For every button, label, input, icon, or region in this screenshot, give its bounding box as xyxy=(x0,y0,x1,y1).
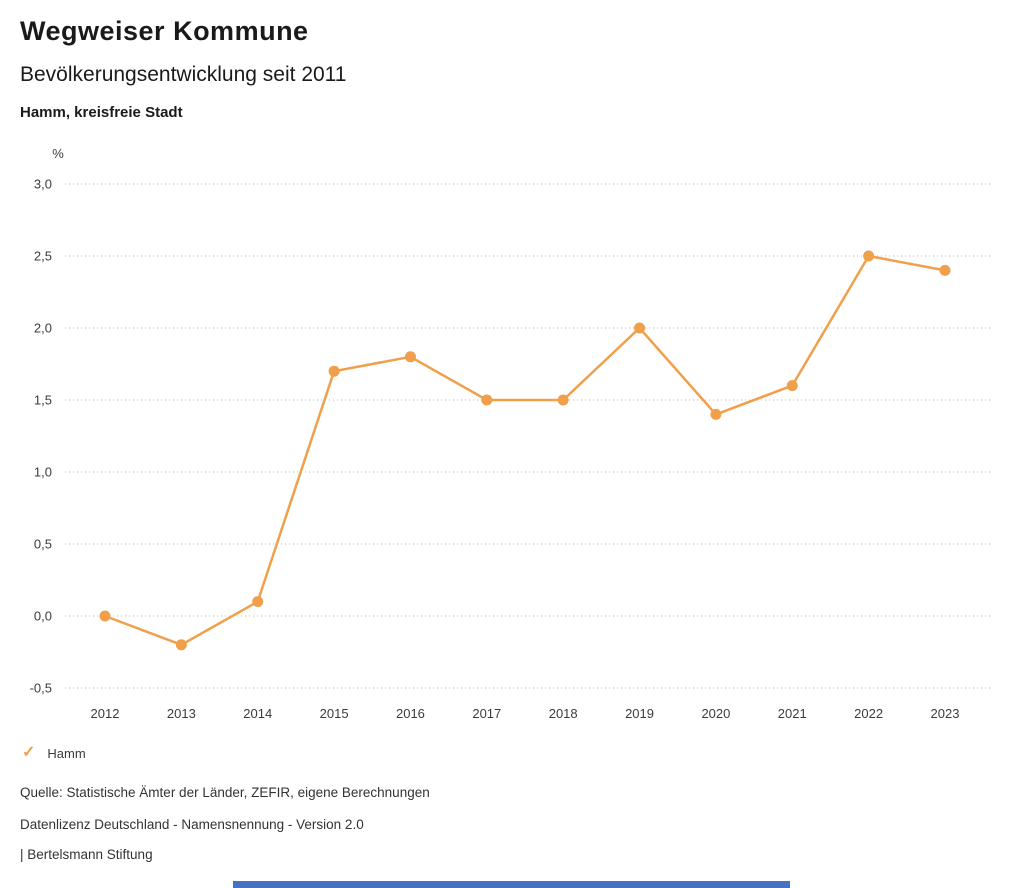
bottom-accent-bar xyxy=(233,881,790,888)
data-point[interactable] xyxy=(634,322,646,334)
data-point[interactable] xyxy=(99,610,111,622)
y-tick-label: 1,0 xyxy=(34,465,52,480)
attribution-text: | Bertelsmann Stiftung xyxy=(20,847,153,862)
legend-label: Hamm xyxy=(47,745,86,761)
legend-item-hamm[interactable]: ✓ Hamm xyxy=(22,745,86,761)
y-tick-label: 0,5 xyxy=(34,537,52,552)
x-tick-label: 2018 xyxy=(549,706,578,721)
data-point[interactable] xyxy=(481,394,493,406)
x-tick-label: 2021 xyxy=(778,706,807,721)
y-tick-label: 2,5 xyxy=(34,249,52,264)
data-point[interactable] xyxy=(557,394,569,406)
data-point[interactable] xyxy=(710,408,722,420)
x-tick-label: 2012 xyxy=(91,706,120,721)
x-tick-label: 2020 xyxy=(701,706,730,721)
x-tick-label: 2017 xyxy=(472,706,501,721)
license-text: Datenlizenz Deutschland - Namensnennung … xyxy=(20,817,364,832)
y-axis-unit-label: % xyxy=(52,146,64,161)
chart-title: Bevölkerungsentwicklung seit 2011 xyxy=(20,63,347,86)
chart-area: % 3,0 2,5 2,0 1,5 1,0 0,5 0,0 -0,5 2012 2013 2014 20… xyxy=(0,140,1024,740)
series-line xyxy=(103,254,947,647)
x-tick-label: 2016 xyxy=(396,706,425,721)
data-point[interactable] xyxy=(863,250,875,262)
y-tick-label: 1,5 xyxy=(34,393,52,408)
y-tick-label: 3,0 xyxy=(34,177,52,192)
check-icon: ✓ xyxy=(22,744,36,761)
x-tick-label: 2023 xyxy=(931,706,960,721)
data-point[interactable] xyxy=(252,596,264,608)
x-tick-label: 2014 xyxy=(243,706,272,721)
y-tick-label: 0,0 xyxy=(34,609,52,624)
y-tick-label: 2,0 xyxy=(34,321,52,336)
x-tick-label: 2019 xyxy=(625,706,654,721)
x-tick-label: 2013 xyxy=(167,706,196,721)
x-tick-label: 2015 xyxy=(320,706,349,721)
line-chart[interactable]: % 3,0 2,5 2,0 1,5 1,0 0,5 0,0 -0,5 2012 2013 2014 20… xyxy=(0,140,1024,740)
source-text: Quelle: Statistische Ämter der Länder, Z… xyxy=(20,785,430,800)
x-tick-label: 2022 xyxy=(854,706,883,721)
page-header: Wegweiser Kommune Bevölkerungsentwicklun… xyxy=(20,16,346,121)
data-point[interactable] xyxy=(175,639,187,651)
region-label: Hamm, kreisfreie Stadt xyxy=(20,104,183,121)
data-point[interactable] xyxy=(939,264,951,276)
y-tick-label: -0,5 xyxy=(30,681,52,696)
page-title: Wegweiser Kommune xyxy=(20,16,309,46)
data-point[interactable] xyxy=(786,380,798,392)
data-point[interactable] xyxy=(404,351,416,363)
data-point[interactable] xyxy=(328,365,340,377)
